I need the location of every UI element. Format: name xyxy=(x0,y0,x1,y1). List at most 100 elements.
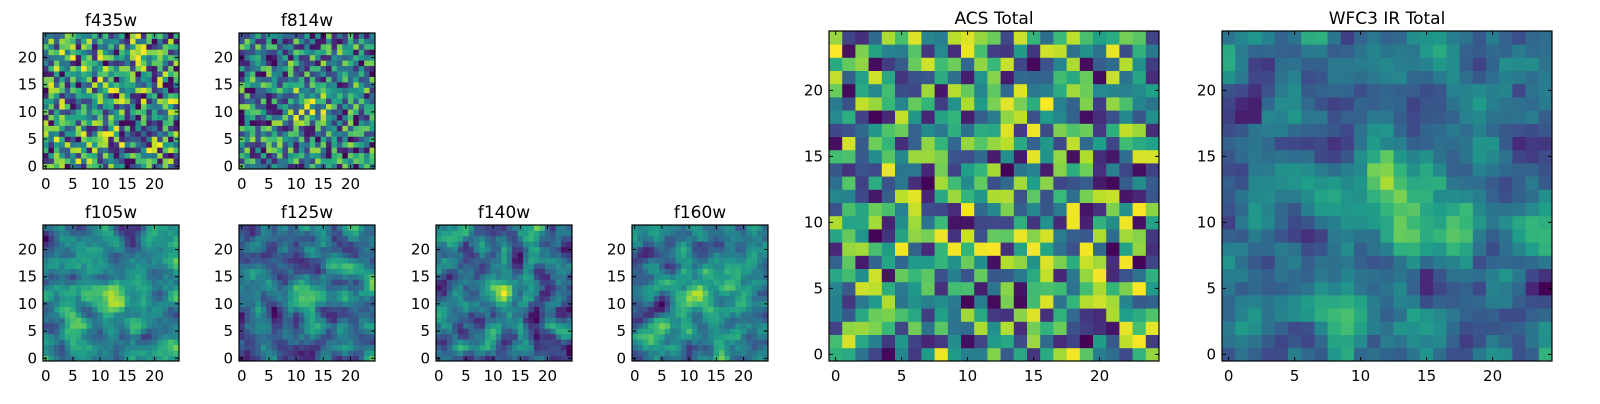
heatmap-cell xyxy=(315,153,321,159)
heatmap-cell xyxy=(119,44,125,50)
heatmap-cell xyxy=(670,307,676,313)
heatmap-cell xyxy=(935,110,949,124)
heatmap-cell xyxy=(277,120,283,126)
heatmap-cell xyxy=(501,241,507,247)
heatmap-cell xyxy=(65,60,71,66)
heatmap-cell xyxy=(485,345,491,351)
heatmap-cell xyxy=(342,125,348,131)
heatmap-cell xyxy=(1119,216,1133,230)
heatmap-cell xyxy=(81,44,87,50)
heatmap-cell xyxy=(485,269,491,275)
heatmap-cell xyxy=(163,236,169,242)
heatmap-cell xyxy=(1539,203,1553,217)
heatmap-cell xyxy=(310,125,316,131)
heatmap-cell xyxy=(92,120,98,126)
heatmap-cell xyxy=(87,60,93,66)
heatmap-cell xyxy=(141,263,147,269)
heatmap-cell xyxy=(730,269,736,275)
heatmap-cell xyxy=(255,296,261,302)
heatmap-cell xyxy=(501,236,507,242)
heatmap-cell xyxy=(364,66,370,72)
heatmap-cell xyxy=(92,33,98,39)
heatmap-cell xyxy=(348,263,354,269)
heatmap-cell xyxy=(310,77,316,83)
heatmap-cell xyxy=(974,242,988,256)
heatmap-cell xyxy=(637,269,643,275)
heatmap-cell xyxy=(534,296,540,302)
heatmap-cell xyxy=(70,93,76,99)
heatmap-cell xyxy=(48,120,54,126)
heatmap-cell xyxy=(87,317,93,323)
heatmap-cell xyxy=(310,247,316,253)
y-tick-label: 15 xyxy=(804,147,823,165)
heatmap-cell xyxy=(266,334,272,340)
heatmap-cell xyxy=(463,323,469,329)
heatmap-cell xyxy=(441,312,447,318)
heatmap-cell xyxy=(735,307,741,313)
heatmap-cell xyxy=(48,296,54,302)
heatmap-cell xyxy=(452,334,458,340)
heatmap-cell xyxy=(92,301,98,307)
heatmap-cell xyxy=(304,147,310,153)
heatmap-cell xyxy=(637,296,643,302)
heatmap-cell xyxy=(141,301,147,307)
heatmap-cell xyxy=(855,308,869,322)
heatmap-cell xyxy=(76,93,82,99)
heatmap-cell xyxy=(528,230,534,236)
heatmap-cell xyxy=(239,104,245,110)
heatmap-cell xyxy=(490,285,496,291)
heatmap-cell xyxy=(1486,203,1500,217)
heatmap-cell xyxy=(708,307,714,313)
heatmap-cell xyxy=(92,49,98,55)
heatmap-cell xyxy=(935,269,949,283)
heatmap-cell xyxy=(895,216,909,230)
heatmap-cell xyxy=(1499,295,1513,309)
heatmap-cell xyxy=(512,258,518,264)
heatmap-cell xyxy=(855,242,869,256)
heatmap-cell xyxy=(735,252,741,258)
heatmap-cell xyxy=(157,153,163,159)
heatmap-cell xyxy=(130,93,136,99)
y-tick-label: 5 xyxy=(223,322,233,340)
heatmap-cell xyxy=(163,241,169,247)
heatmap-cell xyxy=(496,230,502,236)
heatmap-cell xyxy=(152,247,158,253)
y-tick-label: 15 xyxy=(214,268,233,286)
heatmap-cell xyxy=(1275,269,1289,283)
y-tick-label: 10 xyxy=(804,213,823,231)
heatmap-cell xyxy=(1119,308,1133,322)
heatmap-cell xyxy=(921,176,935,190)
heatmap-cell xyxy=(255,153,261,159)
heatmap-cell xyxy=(1014,163,1028,177)
heatmap-cell xyxy=(935,229,949,243)
heatmap-cell xyxy=(310,38,316,44)
heatmap-cell xyxy=(54,142,60,148)
heatmap-cell xyxy=(730,285,736,291)
heatmap-cell xyxy=(686,290,692,296)
heatmap-cell xyxy=(359,258,365,264)
heatmap-cell xyxy=(146,153,152,159)
heatmap-cell xyxy=(315,98,321,104)
heatmap-cell xyxy=(103,225,109,231)
heatmap-cell xyxy=(310,285,316,291)
heatmap-cell xyxy=(364,131,370,137)
heatmap-cell xyxy=(353,339,359,345)
heatmap-cell xyxy=(141,158,147,164)
heatmap-cell xyxy=(92,136,98,142)
heatmap-cell xyxy=(135,274,141,280)
heatmap-cell xyxy=(288,279,294,285)
heatmap-cell xyxy=(1275,229,1289,243)
heatmap-cell xyxy=(97,269,103,275)
heatmap-cell xyxy=(331,98,337,104)
heatmap-cell xyxy=(869,123,883,137)
heatmap-cell xyxy=(103,269,109,275)
heatmap-cell xyxy=(342,258,348,264)
heatmap-cell xyxy=(676,230,682,236)
heatmap-cell xyxy=(244,285,250,291)
heatmap-cell xyxy=(1040,176,1054,190)
heatmap-cell xyxy=(43,115,49,121)
heatmap-cell xyxy=(310,109,316,115)
heatmap-cell xyxy=(103,252,109,258)
heatmap-cell xyxy=(119,247,125,253)
heatmap-cell xyxy=(480,290,486,296)
